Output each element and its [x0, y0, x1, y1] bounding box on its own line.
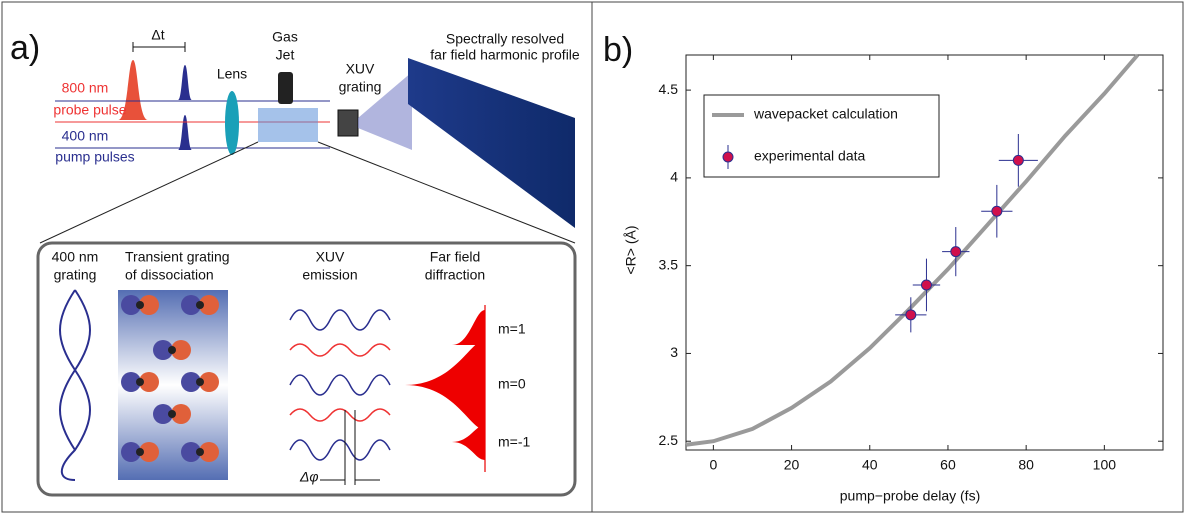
- delay-label: Δt: [151, 27, 164, 43]
- atom: [181, 295, 201, 315]
- phase-label: Δφ: [299, 469, 319, 485]
- inset-heading: diffraction: [425, 267, 485, 283]
- zoom-line: [39, 141, 259, 244]
- atom: [139, 295, 159, 315]
- atom: [199, 372, 219, 392]
- panel-label: a): [10, 29, 40, 67]
- order-label: m=1: [498, 321, 526, 337]
- plot-frame: [685, 54, 1164, 451]
- x-tick-label: 100: [1093, 457, 1117, 473]
- transient-grating: [118, 290, 228, 480]
- x-tick-label: 40: [862, 457, 878, 473]
- atom: [139, 442, 159, 462]
- atom: [181, 442, 201, 462]
- diffraction-peak: [452, 310, 485, 345]
- atom: [171, 340, 191, 360]
- inset-heading: XUV: [316, 249, 345, 265]
- legend-label: experimental data: [754, 148, 866, 164]
- emission-wave: [289, 439, 391, 461]
- jet-label: Gas: [272, 29, 298, 45]
- inset-heading: emission: [302, 267, 357, 283]
- x-tick-label: 0: [709, 457, 717, 473]
- x-tick-label: 60: [940, 457, 956, 473]
- y-tick-label: 3: [670, 344, 678, 360]
- atom: [153, 404, 173, 424]
- lens-label: Lens: [217, 66, 247, 82]
- atom: [136, 301, 144, 309]
- atom: [196, 378, 204, 386]
- interaction-region: [258, 108, 318, 142]
- probe-label: probe pulse: [53, 102, 126, 118]
- legend-swatch: [722, 151, 734, 163]
- intensity-grating: [59, 289, 91, 481]
- inset-heading: 400 nm: [52, 249, 99, 265]
- data-point: [920, 279, 932, 291]
- probe-pulse: [118, 60, 148, 120]
- atom: [171, 404, 191, 424]
- grating-label: XUV: [346, 61, 375, 77]
- data-point: [1012, 154, 1024, 166]
- panel-a: a) Δt 800 nm probe pulse 400 nm pump pul…: [10, 27, 580, 497]
- profile-label: far field harmonic profile: [430, 47, 580, 63]
- data-point: [950, 246, 962, 258]
- y-tick-label: 3.5: [659, 256, 679, 272]
- profile-label: Spectrally resolved: [446, 31, 564, 47]
- calculation-line: [685, 53, 1140, 447]
- xuv-beam: [358, 72, 412, 150]
- zoom-line: [317, 141, 576, 244]
- atom: [121, 295, 141, 315]
- x-axis-label: pump−probe delay (fs): [840, 488, 980, 504]
- atom: [136, 378, 144, 386]
- atom: [181, 372, 201, 392]
- atom: [168, 346, 176, 354]
- pump-pulse: [178, 115, 192, 150]
- panel-label: b): [603, 31, 633, 69]
- probe-label: 800 nm: [62, 80, 109, 96]
- data-point: [991, 205, 1003, 217]
- emission-wave: [289, 343, 391, 357]
- y-axis-label: <R> (Å): [623, 225, 639, 274]
- xuv-grating: [337, 109, 359, 137]
- pump-label: pump pulses: [55, 149, 134, 165]
- x-tick-label: 80: [1018, 457, 1034, 473]
- inset-heading: of dissociation: [125, 267, 214, 283]
- atom: [136, 448, 144, 456]
- pump-label: 400 nm: [62, 128, 109, 144]
- inset-heading: Transient grating: [125, 249, 230, 265]
- pump-pulse: [178, 65, 192, 100]
- x-tick-label: 20: [784, 457, 800, 473]
- y-tick-label: 2.5: [659, 432, 679, 448]
- diffraction-peak: [452, 425, 485, 460]
- inset-heading: Far field: [430, 249, 481, 265]
- grating-label: grating: [339, 79, 382, 95]
- detector-screen: [408, 58, 575, 228]
- emission-wave: [289, 309, 391, 331]
- atom: [121, 442, 141, 462]
- legend-label: wavepacket calculation: [753, 106, 898, 122]
- atom: [153, 340, 173, 360]
- atom: [199, 295, 219, 315]
- lens: [225, 91, 239, 155]
- diffraction-peak: [405, 340, 485, 430]
- y-tick-label: 4: [670, 169, 678, 185]
- atom: [139, 372, 159, 392]
- emission-wave: [289, 374, 391, 396]
- legend-box: [703, 94, 940, 178]
- atom: [121, 372, 141, 392]
- order-label: m=0: [498, 376, 526, 392]
- data-point: [905, 309, 917, 321]
- gas-jet: [278, 72, 293, 104]
- panel-b: b) pump−probe delay (fs) <R> (Å) 0 20 40 60…: [603, 31, 1164, 504]
- atom: [199, 442, 219, 462]
- jet-label: Jet: [276, 47, 295, 63]
- inset-heading: grating: [54, 267, 97, 283]
- atom: [196, 301, 204, 309]
- atom: [168, 410, 176, 418]
- order-label: m=-1: [498, 434, 531, 450]
- emission-wave: [289, 408, 391, 422]
- atom: [196, 448, 204, 456]
- y-tick-label: 4.5: [659, 81, 679, 97]
